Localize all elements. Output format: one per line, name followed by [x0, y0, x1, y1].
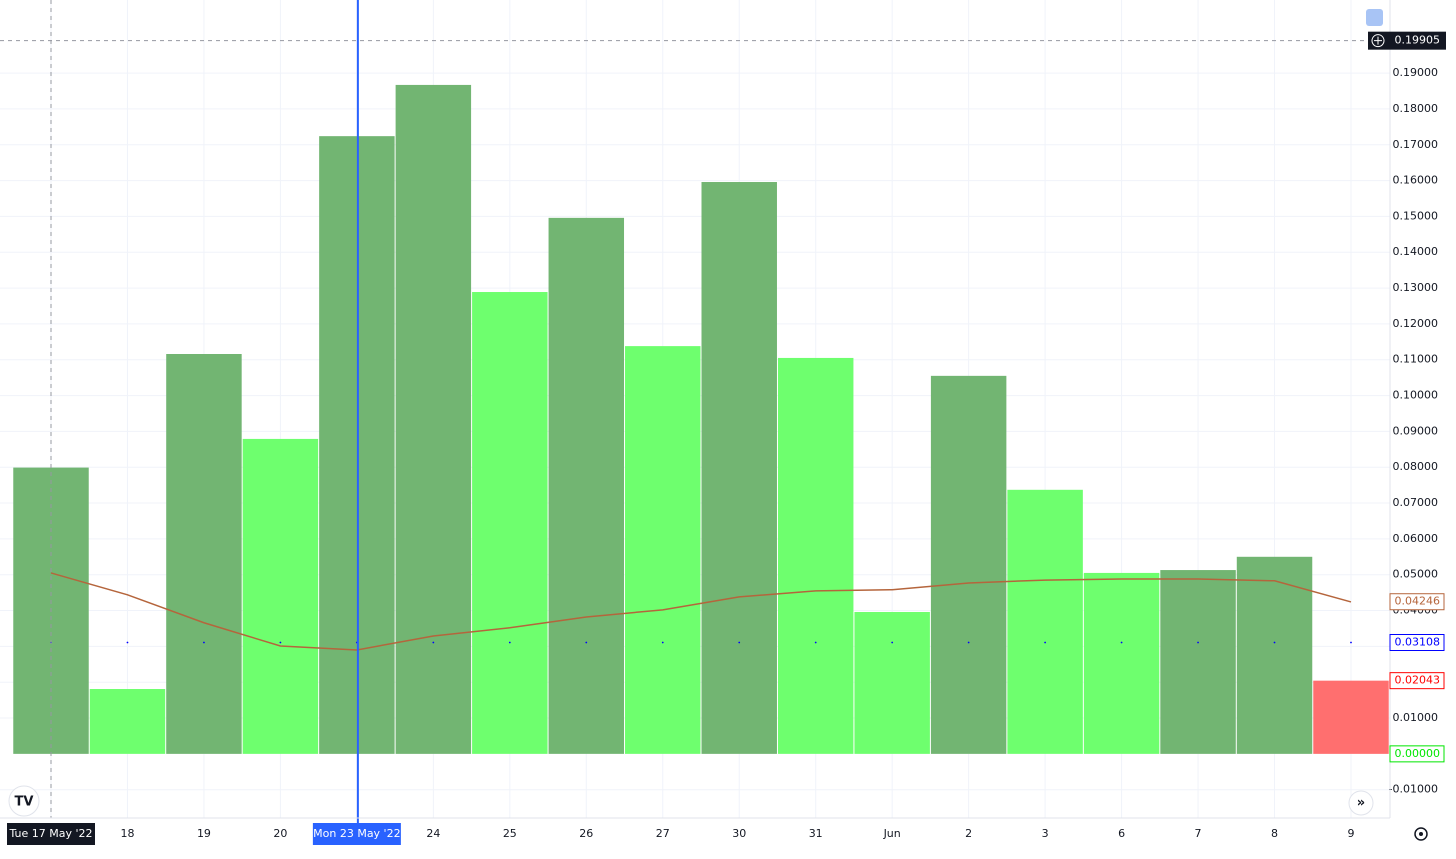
- marker-dot: [891, 641, 894, 644]
- x-tick-label: 8: [1271, 827, 1278, 840]
- x-tick-label: Tue 17 May '22: [8, 827, 92, 840]
- x-tick-label: 6: [1118, 827, 1125, 840]
- x-label-badge: [312, 823, 401, 845]
- y-tick-label: 0.18000: [1393, 102, 1439, 115]
- tv-logo[interactable]: TV: [8, 785, 40, 817]
- settings-button[interactable]: [1414, 827, 1428, 841]
- y-tick-label: 0.07000: [1393, 496, 1439, 509]
- x-tick-label: 7: [1195, 827, 1202, 840]
- x-tick-label: 2: [965, 827, 972, 840]
- y-tick-label: 0.05000: [1393, 568, 1439, 581]
- x-tick-label: Jun: [883, 827, 901, 840]
- x-tick-label: 18: [120, 827, 134, 840]
- y-tick-label: 0.01000: [1393, 711, 1439, 724]
- y-tick-label: 0.19000: [1393, 66, 1439, 79]
- x-tick-label: 27: [656, 827, 670, 840]
- marker-dot: [661, 641, 664, 644]
- price-badge: [1389, 672, 1445, 690]
- x-tick-label: 25: [503, 827, 517, 840]
- x-tick-label: 9: [1347, 827, 1354, 840]
- x-tick-label: 31: [809, 827, 823, 840]
- y-tick-label: 0.13000: [1393, 281, 1439, 294]
- bar: [242, 438, 319, 754]
- x-tick-label: 26: [579, 827, 593, 840]
- screenshot-button[interactable]: [1366, 9, 1383, 26]
- y-tick-label: 0.14000: [1393, 245, 1439, 258]
- bar: [1083, 572, 1160, 754]
- scroll-icon: »: [1357, 796, 1365, 811]
- marker-dot: [1120, 641, 1123, 644]
- bar: [701, 182, 777, 754]
- crosshair-badge: [1368, 31, 1446, 50]
- average-line: [50, 572, 1352, 651]
- price-badge-label: 0.03108: [1395, 636, 1441, 649]
- bar: [1007, 489, 1083, 754]
- y-tick-label: 0.12000: [1393, 317, 1439, 330]
- x-tick-label: 24: [426, 827, 440, 840]
- y-tick-label: 0.11000: [1393, 353, 1439, 366]
- bar: [548, 217, 625, 754]
- bar: [1160, 570, 1236, 754]
- marker-dot: [1197, 641, 1199, 644]
- price-badge-label: 0.02043: [1395, 674, 1441, 687]
- scroll-button[interactable]: »: [1348, 790, 1374, 816]
- marker-dot: [432, 641, 435, 644]
- marker-dot: [738, 641, 741, 644]
- price-badge: [1389, 593, 1445, 611]
- bar: [1313, 680, 1389, 754]
- marker-dot: [1044, 641, 1047, 644]
- bar: [625, 346, 701, 754]
- y-tick-label: 0.09000: [1393, 424, 1439, 437]
- y-tick-label: 0.08000: [1393, 460, 1439, 473]
- bar: [395, 84, 472, 754]
- marker-dot: [1350, 641, 1352, 644]
- bar: [472, 292, 548, 754]
- crosshair-plus: [1371, 34, 1385, 48]
- bar: [89, 689, 166, 754]
- x-label-badge: [7, 823, 95, 845]
- x-tick-label: 3: [1042, 827, 1049, 840]
- price-badge-label: 0.00000: [1395, 747, 1441, 760]
- x-tick-label: 30: [732, 827, 746, 840]
- y-tick-label: -0.01000: [1389, 783, 1438, 796]
- y-tick-label: 0.06000: [1393, 532, 1439, 545]
- y-tick-label: 0.17000: [1393, 138, 1439, 151]
- bar: [777, 357, 854, 754]
- x-tick-label: Mon 23 May '22: [313, 827, 400, 840]
- price-badge: [1389, 634, 1445, 652]
- bar: [854, 611, 930, 754]
- marker-dot: [508, 641, 511, 644]
- price-badge-label: 0.04246: [1395, 595, 1441, 608]
- marker-dot: [126, 641, 129, 644]
- crosshair-plus-cross: [1374, 36, 1382, 45]
- marker-dot: [967, 641, 970, 644]
- marker-dot: [1273, 641, 1276, 644]
- y-tick-label: 0.16000: [1393, 174, 1439, 187]
- bar: [930, 375, 1007, 754]
- bar: [166, 354, 242, 754]
- y-tick-label: 0.10000: [1393, 389, 1439, 402]
- x-tick-label: 20: [273, 827, 287, 840]
- bar: [1236, 556, 1313, 754]
- crosshair-label: 0.19905: [1395, 34, 1441, 47]
- marker-dot: [203, 641, 205, 644]
- y-tick-label: 0.15000: [1393, 209, 1439, 222]
- marker-dot: [585, 641, 588, 644]
- marker-dot: [279, 641, 282, 644]
- logo-text: TV: [15, 795, 34, 810]
- marker-dot: [814, 641, 817, 644]
- x-tick-label: 19: [197, 827, 211, 840]
- price-badge: [1389, 745, 1445, 763]
